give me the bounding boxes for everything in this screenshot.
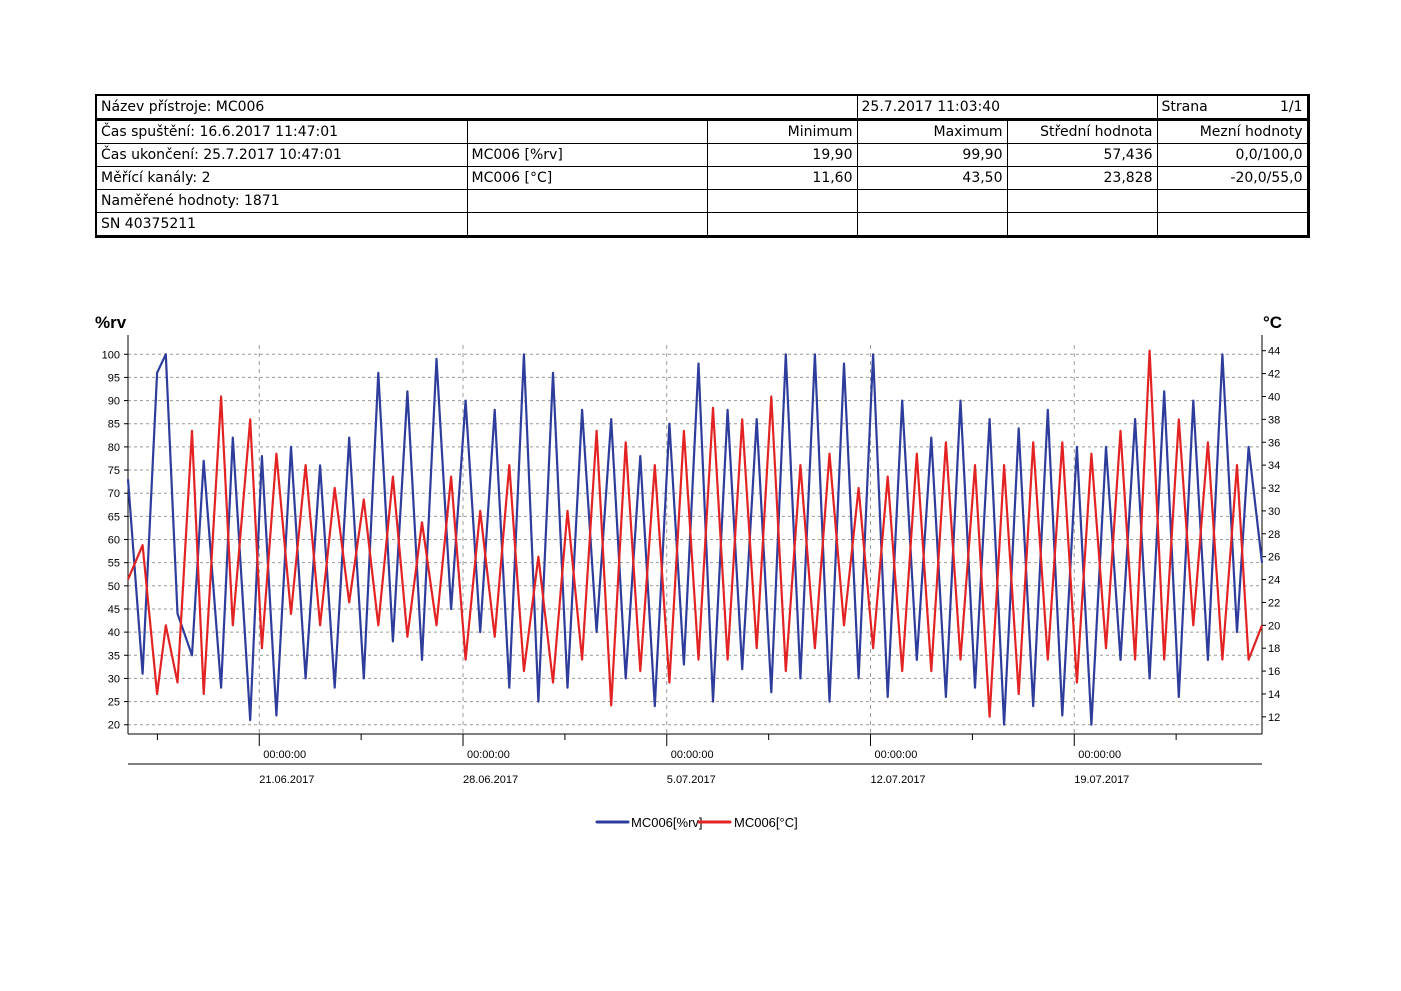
col-header-mean: Střední hodnota xyxy=(1006,119,1158,144)
table-row: Název přístroje: MC006 25.7.2017 11:03:4… xyxy=(95,94,1310,121)
col-header-max: Maximum xyxy=(856,119,1008,144)
y-left-tick-label: 45 xyxy=(108,604,120,616)
y-right-tick-label: 12 xyxy=(1268,712,1280,724)
y-left-tick-label: 95 xyxy=(108,372,120,384)
y-right-tick-label: 16 xyxy=(1268,666,1280,678)
legend-label-temperature: MC006[°C] xyxy=(734,815,798,830)
empty-cell xyxy=(1156,189,1310,213)
y-right-tick-label: 28 xyxy=(1268,529,1280,541)
y-right-tick-label: 36 xyxy=(1268,437,1280,449)
y-left-tick-label: 35 xyxy=(108,650,120,662)
axes: 20 25 30 35 40 45 50 55 60 65 70 75 80 85 90 95 100 12 14 1… xyxy=(102,335,1280,786)
y-axis-right-label: °C xyxy=(1263,313,1282,332)
legend: MC006[%rv] MC006[°C] xyxy=(595,815,798,830)
channel-min: 11,60 xyxy=(706,166,858,190)
series-group xyxy=(126,349,1264,726)
table-row: SN 40375211 xyxy=(95,212,1310,238)
y-right-tick-label: 44 xyxy=(1268,346,1280,358)
col-header-limits: Mezní hodnoty xyxy=(1156,119,1310,144)
page-indicator: Strana 1/1 xyxy=(1156,94,1310,121)
y-left-tick-label: 85 xyxy=(108,419,120,431)
report-header-table: Název přístroje: MC006 25.7.2017 11:03:4… xyxy=(95,94,1310,238)
x-tick-date-label: 12.07.2017 xyxy=(871,774,926,786)
empty-cell xyxy=(1006,212,1158,238)
y-left-tick-label: 25 xyxy=(108,697,120,709)
y-left-tick-label: 50 xyxy=(108,581,120,593)
x-tick-time-label: 00:00:00 xyxy=(467,749,510,761)
channel-min: 19,90 xyxy=(706,143,858,167)
x-tick-time-label: 00:00:00 xyxy=(263,749,306,761)
x-tick-date-label: 28.06.2017 xyxy=(463,774,518,786)
x-tick-date-label: 5.07.2017 xyxy=(667,774,716,786)
channel-limits: 0,0/100,0 xyxy=(1156,143,1310,167)
page-label: Strana xyxy=(1161,99,1208,115)
y-right-tick-label: 30 xyxy=(1268,506,1280,518)
y-right-tick-label: 24 xyxy=(1268,575,1280,587)
end-time: Čas ukončení: 25.7.2017 10:47:01 xyxy=(95,143,468,167)
y-right-tick-label: 32 xyxy=(1268,483,1280,495)
channel-count: Měřící kanály: 2 xyxy=(95,166,468,190)
channel-max: 99,90 xyxy=(856,143,1008,167)
y-right-tick-label: 22 xyxy=(1268,597,1280,609)
empty-cell xyxy=(856,212,1008,238)
col-header-min: Minimum xyxy=(706,119,858,144)
empty-cell xyxy=(466,189,708,213)
y-left-tick-label: 80 xyxy=(108,442,120,454)
legend-label-humidity: MC006[%rv] xyxy=(631,815,703,830)
channel-name: MC006 [%rv] xyxy=(466,143,708,167)
measured-count: Naměřené hodnoty: 1871 xyxy=(95,189,468,213)
printed-timestamp: 25.7.2017 11:03:40 xyxy=(856,94,1158,121)
y-right-tick-label: 14 xyxy=(1268,689,1280,701)
y-right-tick-label: 26 xyxy=(1268,552,1280,564)
x-tick-time-label: 00:00:00 xyxy=(875,749,918,761)
x-tick-date-label: 21.06.2017 xyxy=(259,774,314,786)
y-left-tick-label: 55 xyxy=(108,558,120,570)
table-row: Naměřené hodnoty: 1871 xyxy=(95,189,1310,213)
y-left-tick-label: 100 xyxy=(102,349,120,361)
page-value: 1/1 xyxy=(1279,99,1303,115)
empty-cell xyxy=(856,189,1008,213)
empty-cell xyxy=(706,212,858,238)
y-axis-left-label: %rv xyxy=(95,313,127,332)
y-left-tick-label: 20 xyxy=(108,720,120,732)
channel-mean: 23,828 xyxy=(1006,166,1158,190)
x-tick-time-label: 00:00:00 xyxy=(1078,749,1121,761)
y-left-tick-label: 60 xyxy=(108,535,120,547)
y-right-tick-label: 18 xyxy=(1268,643,1280,655)
empty-cell xyxy=(1006,189,1158,213)
channel-limits: -20,0/55,0 xyxy=(1156,166,1310,190)
y-left-tick-label: 70 xyxy=(108,488,120,500)
y-right-tick-label: 40 xyxy=(1268,391,1280,403)
channel-max: 43,50 xyxy=(856,166,1008,190)
x-tick-time-label: 00:00:00 xyxy=(671,749,714,761)
device-name: Název přístroje: MC006 xyxy=(95,94,858,121)
y-left-tick-label: 90 xyxy=(108,396,120,408)
channel-mean: 57,436 xyxy=(1006,143,1158,167)
empty-cell xyxy=(1156,212,1310,238)
empty-cell xyxy=(466,119,708,144)
table-row: Čas ukončení: 25.7.2017 10:47:01 MC006 [… xyxy=(95,143,1310,167)
empty-cell xyxy=(706,189,858,213)
table-row: Měřící kanály: 2 MC006 [°C] 11,60 43,50 … xyxy=(95,166,1310,190)
y-right-tick-label: 34 xyxy=(1268,460,1280,472)
start-time: Čas spuštění: 16.6.2017 11:47:01 xyxy=(95,119,468,144)
x-tick-date-label: 19.07.2017 xyxy=(1074,774,1129,786)
y-right-tick-label: 38 xyxy=(1268,414,1280,426)
y-left-tick-label: 30 xyxy=(108,673,120,685)
empty-cell xyxy=(466,212,708,238)
serial-number: SN 40375211 xyxy=(95,212,468,238)
series-line-humidity xyxy=(126,353,1264,726)
table-row: Čas spuštění: 16.6.2017 11:47:01 Minimum… xyxy=(95,119,1310,144)
y-left-tick-label: 75 xyxy=(108,465,120,477)
y-right-tick-label: 42 xyxy=(1268,369,1280,381)
y-left-tick-label: 65 xyxy=(108,511,120,523)
series-line-temperature xyxy=(126,349,1264,718)
y-right-tick-label: 20 xyxy=(1268,620,1280,632)
y-left-tick-label: 40 xyxy=(108,627,120,639)
channel-name: MC006 [°C] xyxy=(466,166,708,190)
humidity-temperature-chart: %rv °C 20 25 30 35 40 45 50 55 60 65 70 75 80 85 90 95 1… xyxy=(95,313,1282,830)
